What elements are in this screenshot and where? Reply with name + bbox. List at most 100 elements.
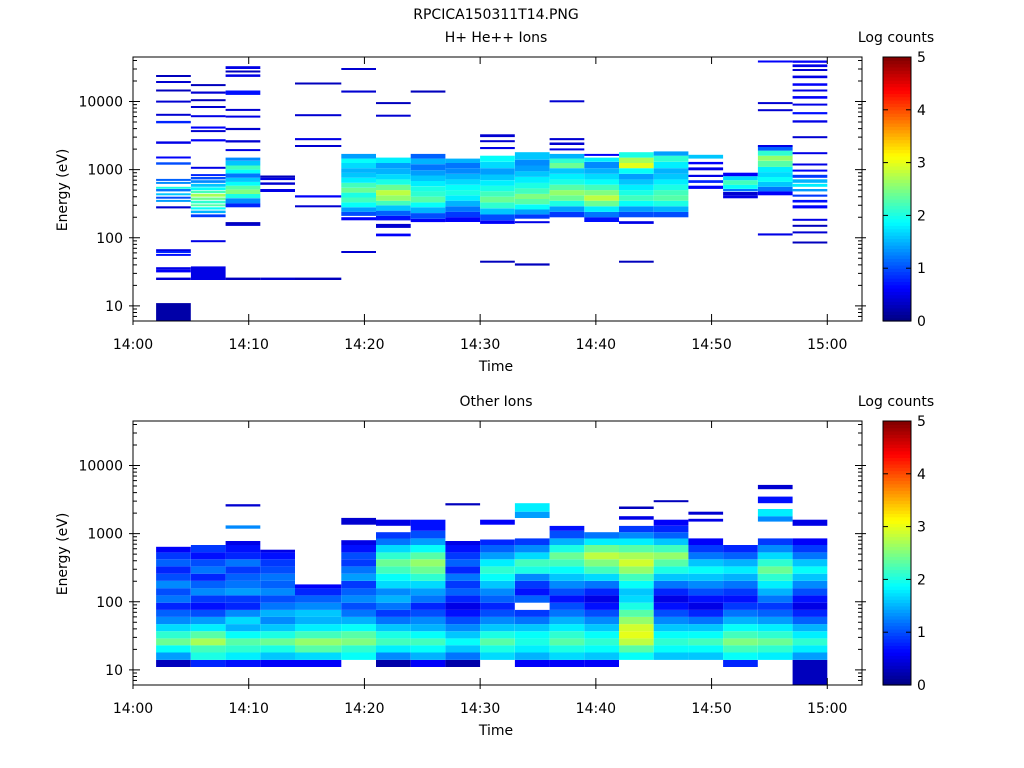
y-tick-label: 10000 <box>78 459 123 475</box>
heatmap-cell <box>190 602 226 610</box>
heatmap-cell <box>688 552 724 560</box>
colorbar-segment <box>883 470 911 475</box>
heatmap-cell <box>376 602 411 610</box>
heatmap-cell <box>190 652 226 660</box>
heatmap-cell <box>584 153 619 156</box>
heatmap-cell <box>653 538 689 545</box>
heatmap-cell <box>376 566 411 574</box>
heatmap-cell <box>688 652 724 660</box>
colorbar-segment <box>883 205 911 210</box>
heatmap-cell <box>549 588 585 596</box>
colorbar-segment <box>883 251 911 256</box>
plot-frame <box>132 56 863 322</box>
heatmap-cell <box>295 616 342 625</box>
colorbar-segment <box>883 231 911 236</box>
heatmap-cell <box>480 168 515 175</box>
colorbar-segment <box>883 126 911 131</box>
heatmap-cell <box>480 519 515 525</box>
colorbar-segment <box>883 63 911 68</box>
colorbar-segment <box>883 261 911 266</box>
heatmap-cell <box>653 545 689 553</box>
heatmap-cell <box>260 595 295 603</box>
colorbar-segment <box>883 248 911 253</box>
colorbar-segment <box>883 599 911 604</box>
heatmap-cell <box>688 154 724 159</box>
heatmap-cell <box>549 538 585 545</box>
colorbar-segment <box>883 222 911 226</box>
heatmap-cell <box>619 595 654 603</box>
heatmap-cell <box>792 659 828 685</box>
heatmap-cell <box>376 179 411 185</box>
heatmap-cell <box>757 566 793 574</box>
colorbar: 0 1 2 3 4 5 <box>882 414 926 694</box>
heatmap-cell <box>225 160 261 166</box>
colorbar-segment <box>883 681 911 686</box>
heatmap-cell <box>549 184 585 191</box>
heatmap-cell <box>514 631 550 639</box>
heatmap-cell <box>225 566 261 574</box>
y-axis-label: Energy (eV) <box>55 513 71 596</box>
heatmap-cell <box>723 195 758 199</box>
heatmap-cell <box>445 158 481 163</box>
heatmap-cell <box>410 645 446 653</box>
other-ions-panel: Other Ions Log counts Time Energy (eV) 1… <box>55 394 934 739</box>
heatmap-cell <box>445 211 481 218</box>
heatmap-cell <box>156 199 191 202</box>
heatmap-cell <box>792 624 828 632</box>
heatmap-cell <box>653 211 689 218</box>
heatmap-cell <box>225 645 261 653</box>
colorbar-segment <box>883 510 911 514</box>
heatmap-cell <box>653 525 689 533</box>
heatmap-cell <box>341 602 376 610</box>
heatmap-cell <box>619 573 654 581</box>
heatmap-cell <box>757 545 793 553</box>
heatmap-cell <box>156 162 191 165</box>
heatmap-cell <box>619 609 654 617</box>
colorbar-segment <box>883 632 911 637</box>
heatmap-cell <box>757 145 793 147</box>
heatmap-cell <box>549 659 585 667</box>
heatmap-cell <box>190 638 226 646</box>
heatmap-cell <box>792 559 828 567</box>
heatmap-cell <box>156 206 191 209</box>
colorbar-segment <box>883 96 911 101</box>
heatmap-cell <box>445 545 481 553</box>
heatmap-cell <box>584 652 619 660</box>
heatmap-cell <box>156 631 191 639</box>
heatmap-cell <box>619 163 654 169</box>
heatmap-cell <box>376 205 411 211</box>
x-tick-label: 15:00 <box>807 701 847 717</box>
heatmap-cell <box>341 540 376 545</box>
heatmap-cell <box>723 184 758 189</box>
colorbar-segment <box>883 136 911 141</box>
heatmap-cell <box>480 161 515 169</box>
heatmap-cell <box>584 168 619 174</box>
heatmap-cell <box>549 573 585 581</box>
heatmap-cell <box>376 552 411 560</box>
heatmap-cell <box>584 609 619 617</box>
heatmap-cell <box>410 609 446 617</box>
heatmap-cell <box>688 545 724 553</box>
heatmap-cell <box>480 191 515 197</box>
heatmap-cell <box>295 145 342 147</box>
colorbar-segment <box>883 159 911 164</box>
heatmap-cell <box>445 206 481 212</box>
colorbar-segment <box>883 516 911 521</box>
heatmap-cell <box>480 545 515 553</box>
colorbar-segment <box>883 665 911 670</box>
heatmap-cell <box>410 602 446 610</box>
heatmap-cell <box>341 207 376 212</box>
heatmap-cell <box>584 573 619 581</box>
heatmap-cell <box>156 566 191 574</box>
heatmap-cell <box>225 115 261 118</box>
heatmap-cell <box>653 645 689 653</box>
heatmap-cell <box>514 581 550 589</box>
heatmap-cell <box>341 182 376 188</box>
heatmap-cell <box>295 609 342 617</box>
heatmap-cell <box>445 638 481 646</box>
heatmap-cell <box>341 187 376 193</box>
colorbar-segment <box>883 566 911 571</box>
heatmap-cell <box>653 206 689 212</box>
heatmap-cell <box>757 484 793 490</box>
heatmap-cell <box>190 573 226 581</box>
